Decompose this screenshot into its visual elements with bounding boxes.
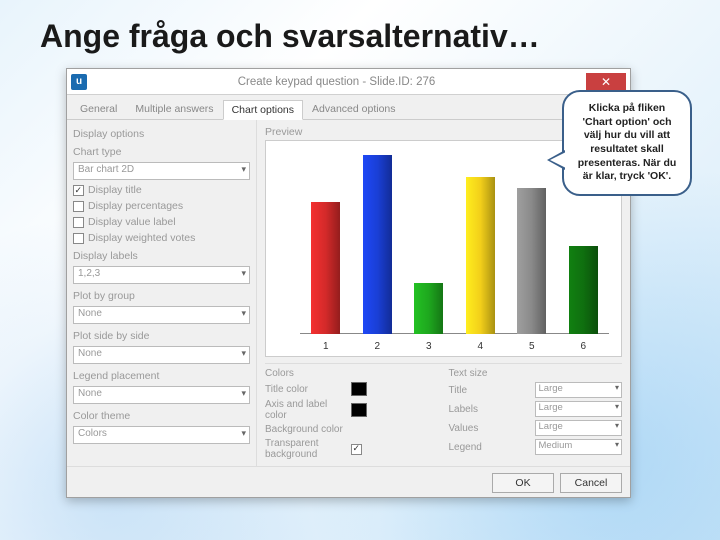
chart-type-label: Chart type — [73, 146, 250, 158]
color-theme-dropdown[interactable]: Colors — [73, 426, 250, 444]
cancel-button[interactable]: Cancel — [560, 473, 622, 493]
display-labels-label: Display labels — [73, 250, 250, 262]
text-title-label: Title — [449, 385, 531, 396]
plot-side-dropdown[interactable]: None — [73, 346, 250, 364]
axis-color-swatch[interactable] — [351, 403, 367, 417]
plot-by-group-dropdown[interactable]: None — [73, 306, 250, 324]
title-color-label: Title color — [265, 384, 347, 395]
app-icon: u — [71, 74, 87, 90]
text-values-label: Values — [449, 423, 531, 434]
close-button[interactable]: ✕ — [586, 73, 626, 91]
instruction-callout: Klicka på fliken 'Chart option' och välj… — [562, 90, 692, 196]
text-legend-dropdown[interactable]: Medium — [535, 439, 623, 455]
tab-multiple-answers[interactable]: Multiple answers — [126, 99, 222, 119]
axis-color-label: Axis and label color — [265, 399, 347, 421]
plot-by-group-label: Plot by group — [73, 290, 250, 302]
display-labels-dropdown[interactable]: 1,2,3 — [73, 266, 250, 284]
chart-bar — [414, 283, 443, 334]
chart-bar — [517, 188, 546, 334]
chart-x-label: 5 — [506, 341, 558, 352]
transparent-bg-label: Transparent background — [265, 438, 347, 460]
slide-title: Ange fråga och svarsalternativ… — [0, 0, 720, 55]
color-theme-label: Color theme — [73, 410, 250, 422]
display-options-label: Display options — [73, 128, 250, 140]
text-title-dropdown[interactable]: Large — [535, 382, 623, 398]
legend-placement-label: Legend placement — [73, 370, 250, 382]
chart-x-label: 3 — [403, 341, 455, 352]
text-legend-label: Legend — [449, 442, 531, 453]
title-color-swatch[interactable] — [351, 382, 367, 396]
color-text-section: Colors Title color Axis and label color … — [265, 363, 622, 460]
chart-bar — [569, 246, 598, 334]
text-values-dropdown[interactable]: Large — [535, 420, 623, 436]
window-title: Create keypad question - Slide.ID: 276 — [87, 76, 586, 88]
dialog-window: u Create keypad question - Slide.ID: 276… — [66, 68, 631, 498]
text-labels-dropdown[interactable]: Large — [535, 401, 623, 417]
legend-placement-dropdown[interactable]: None — [73, 386, 250, 404]
tab-strip: General Multiple answers Chart options A… — [67, 95, 630, 120]
display-title-label: Display title — [88, 184, 142, 196]
ok-button[interactable]: OK — [492, 473, 554, 493]
chart-bar — [363, 155, 392, 334]
chart-x-label: 2 — [352, 341, 404, 352]
display-value-label-checkbox[interactable] — [73, 217, 84, 228]
display-percentages-checkbox[interactable] — [73, 201, 84, 212]
display-weighted-label: Display weighted votes — [88, 232, 195, 244]
chart-bar — [311, 202, 340, 334]
text-labels-label: Labels — [449, 404, 531, 415]
display-percentages-label: Display percentages — [88, 200, 183, 212]
tab-chart-options[interactable]: Chart options — [223, 100, 303, 120]
chart-x-label: 6 — [558, 341, 610, 352]
plot-side-label: Plot side by side — [73, 330, 250, 342]
chart-type-dropdown[interactable]: Bar chart 2D — [73, 162, 250, 180]
display-weighted-checkbox[interactable] — [73, 233, 84, 244]
chart-x-label: 1 — [300, 341, 352, 352]
background-color-label: Background color — [265, 424, 439, 435]
chart-bar — [466, 177, 495, 334]
tab-advanced-options[interactable]: Advanced options — [303, 99, 404, 119]
left-panel: Display options Chart type Bar chart 2D … — [67, 120, 257, 466]
dialog-buttons: OK Cancel — [67, 466, 630, 498]
display-value-label-label: Display value label — [88, 216, 176, 228]
chart-x-label: 4 — [455, 341, 507, 352]
transparent-bg-checkbox[interactable] — [351, 444, 362, 455]
text-size-heading: Text size — [449, 368, 623, 379]
colors-heading: Colors — [265, 368, 439, 379]
tab-general[interactable]: General — [71, 99, 126, 119]
titlebar: u Create keypad question - Slide.ID: 276… — [67, 69, 630, 95]
display-title-checkbox[interactable] — [73, 185, 84, 196]
